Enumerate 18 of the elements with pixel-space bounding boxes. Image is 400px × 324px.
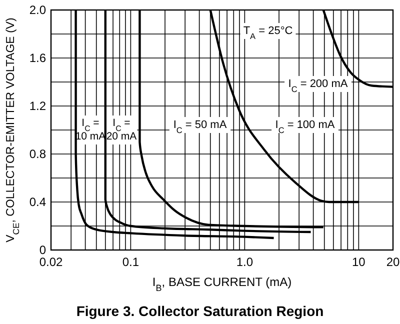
y-tick-label: 1.6 xyxy=(29,51,46,65)
annotation: T$_{A}$ = 25°C xyxy=(243,25,293,40)
annotation: I$_{C}$ = 200 mA xyxy=(288,78,348,94)
y-tick-label: 0 xyxy=(39,243,46,257)
y-tick-label: 1.2 xyxy=(29,99,46,113)
y-tick-label: 0.4 xyxy=(29,195,46,209)
annotation: I$_{C}$ = 50 mA xyxy=(173,119,228,134)
y-tick-label: 2.0 xyxy=(29,3,46,17)
x-tick-label: 10 xyxy=(352,255,366,269)
y-tick-label: 0.8 xyxy=(29,147,46,161)
annotation: I$_{C}$ = 20 mA xyxy=(106,117,137,142)
x-tick-label: 20 xyxy=(386,255,400,269)
annotation: I$_{C}$ = 100 mA xyxy=(275,119,336,134)
x-tick-label: 0.1 xyxy=(122,255,140,269)
x-tick-label: 0.02 xyxy=(39,255,63,269)
x-axis-title: I$_{B}$, BASE CURRENT (mA) xyxy=(152,275,292,293)
text: Figure 3. Collector Saturation Region xyxy=(76,303,324,319)
x-tick-label: 1.0 xyxy=(236,255,254,269)
